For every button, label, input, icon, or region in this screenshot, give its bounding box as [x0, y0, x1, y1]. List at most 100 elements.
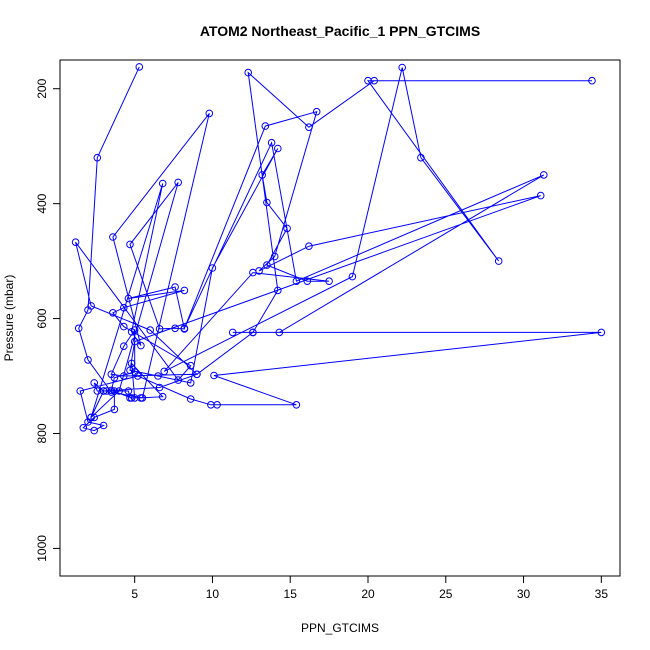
y-tick-label: 200	[35, 78, 49, 98]
data-point	[348, 272, 357, 281]
data-point	[325, 277, 333, 286]
data-point	[134, 372, 142, 380]
y-tick-label: 1000	[35, 535, 49, 562]
data-point	[171, 283, 179, 291]
data-point	[274, 144, 282, 153]
data-point	[258, 171, 267, 179]
data-point	[213, 401, 221, 409]
x-tick-label: 25	[439, 587, 453, 601]
data-point	[261, 122, 270, 130]
data-point	[124, 387, 133, 395]
data-point	[135, 63, 144, 71]
data-point	[205, 109, 214, 118]
data-point	[110, 387, 119, 395]
data-point	[120, 342, 128, 351]
data-point	[74, 324, 83, 333]
data-point	[130, 337, 139, 346]
data-point	[137, 341, 145, 350]
data-point	[588, 76, 596, 85]
data-point	[90, 379, 98, 387]
y-axis: 200 400 600 800 1000	[35, 78, 60, 562]
data-point	[283, 224, 291, 233]
data-point	[84, 356, 92, 364]
data-point	[127, 359, 136, 368]
chart-title: ATOM2 Northeast_Pacific_1 PPN_GTCIMS	[200, 23, 480, 39]
data-point	[174, 178, 182, 187]
data-point	[93, 153, 102, 162]
x-tick-label: 5	[131, 587, 138, 601]
y-axis-label: Pressure (mbar)	[2, 275, 16, 362]
x-tick-label: 35	[595, 587, 609, 601]
data-point	[109, 233, 117, 241]
x-tick-label: 20	[361, 587, 375, 601]
data-point	[417, 153, 425, 162]
data-point	[158, 179, 167, 188]
data-point	[180, 324, 189, 333]
data-point	[193, 370, 201, 379]
data-point	[126, 240, 134, 249]
series-group	[71, 63, 606, 435]
data-point	[536, 191, 545, 200]
data-point	[186, 395, 195, 403]
data-point	[210, 371, 218, 380]
data-point	[76, 387, 84, 395]
data-point	[137, 394, 145, 402]
data-point	[99, 421, 108, 430]
data-point	[87, 302, 95, 310]
data-point	[71, 238, 80, 246]
data-point	[155, 325, 164, 333]
data-point	[292, 401, 301, 409]
data-point	[208, 264, 217, 272]
data-point	[124, 294, 133, 303]
x-axis: 5 10 15 20 25 30 35	[131, 576, 608, 601]
data-point	[267, 138, 276, 147]
data-point	[494, 257, 503, 265]
data-point	[160, 367, 168, 376]
data-point	[87, 413, 95, 422]
data-point	[126, 366, 134, 375]
x-tick-label: 15	[284, 587, 298, 601]
data-point	[263, 198, 271, 207]
data-point	[146, 326, 154, 334]
data-point	[126, 394, 134, 402]
data-point	[171, 324, 179, 333]
data-point	[174, 376, 182, 384]
data-point	[90, 426, 98, 435]
series-line	[75, 66, 602, 432]
x-tick-label: 10	[206, 587, 220, 601]
data-point	[115, 387, 123, 395]
data-point	[275, 328, 284, 337]
data-point	[186, 379, 195, 387]
data-point	[398, 63, 407, 72]
data-point	[90, 413, 98, 422]
data-point	[120, 303, 128, 312]
y-tick-label: 800	[35, 423, 49, 443]
data-point	[158, 392, 167, 401]
x-axis-label: PPN_GTCIMS	[301, 621, 379, 635]
data-point	[110, 374, 119, 382]
data-point	[107, 386, 116, 395]
plot-frame	[59, 59, 621, 577]
data-point	[249, 328, 257, 337]
data-point	[263, 261, 271, 269]
data-point	[186, 361, 195, 370]
data-point	[130, 326, 139, 334]
data-point	[274, 286, 282, 295]
data-point	[180, 286, 189, 295]
data-point	[244, 68, 252, 77]
data-point	[228, 328, 237, 337]
data-point	[312, 107, 321, 116]
x-tick-label: 30	[517, 587, 531, 601]
data-point	[249, 268, 257, 277]
y-tick-label: 600	[35, 308, 49, 328]
data-point	[305, 242, 313, 250]
data-point	[292, 277, 301, 286]
data-point	[540, 171, 548, 179]
data-point	[120, 322, 128, 331]
data-point	[154, 372, 162, 380]
data-point	[102, 387, 111, 395]
data-point	[109, 309, 117, 317]
data-point	[303, 277, 312, 286]
data-point	[305, 123, 313, 131]
data-point	[155, 383, 164, 392]
